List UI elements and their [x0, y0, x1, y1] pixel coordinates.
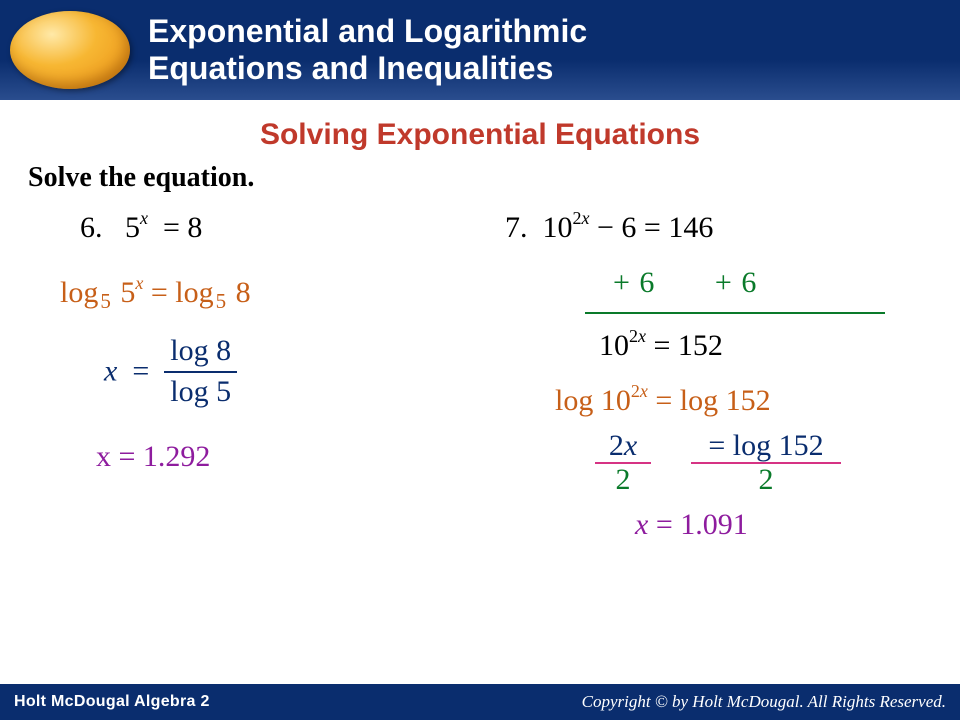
p7-s2-exp: 2x — [629, 326, 646, 346]
p7-answer: x = 1.091 — [635, 499, 920, 550]
p6-step1: log5 5x = log5 8 — [60, 267, 475, 318]
copyright-text: Copyright © by Holt McDougal. All Rights… — [582, 692, 946, 712]
work-area: 6. 5x = 8 log5 5x = log5 8 x = log 8 log… — [0, 194, 960, 554]
p6-s1-sub: 5 — [100, 289, 111, 313]
p7-divider — [585, 312, 885, 314]
p6-s2-eq: = — [132, 354, 149, 387]
p6-s1-log: log — [60, 276, 98, 309]
p7-s4-lhs: 2x — [609, 430, 637, 462]
p6-fraction: log 8 log 5 — [164, 334, 237, 409]
p6-s2-lhs: x — [104, 354, 117, 387]
p7-step4: 2x 2 = log 152 2 — [595, 430, 920, 495]
p6-step2: x = log 8 log 5 — [104, 336, 475, 411]
section-title: Solving Exponential Equations — [0, 118, 960, 152]
p6-s1-eq: = log — [151, 276, 214, 309]
p6-s1-base: 5 — [120, 276, 135, 309]
p7-s3-exp: 2x — [631, 381, 648, 401]
p6-base: 5 — [125, 211, 140, 244]
p7-exp: 2x — [573, 208, 590, 228]
p6-s1-exp: x — [135, 273, 143, 293]
problem-6: 6. 5x = 8 log5 5x = log5 8 x = log 8 log… — [60, 202, 475, 554]
p6-equation: 6. 5x = 8 — [80, 202, 475, 253]
chapter-title-line2: Equations and Inequalities — [148, 50, 587, 87]
slide-footer: Holt McDougal Algebra 2 Copyright © by H… — [0, 684, 960, 720]
instruction-text: Solve the equation. — [28, 162, 960, 194]
slide-header: Exponential and Logarithmic Equations an… — [0, 0, 960, 100]
p7-add-r: + 6 — [715, 266, 757, 299]
p7-s3-pre: log 10 — [555, 384, 631, 417]
p6-s1-sub2: 5 — [216, 289, 227, 313]
p7-s2-tail: = 152 — [646, 329, 723, 362]
problem-7: 7. 102x − 6 = 146 + 6 + 6 102x = 152 log… — [495, 202, 920, 554]
p6-answer-text: x = 1.292 — [96, 440, 210, 473]
p7-tail: − 6 = 146 — [590, 211, 714, 244]
p7-base: 10 — [543, 211, 573, 244]
p7-s4-left: 2x 2 — [595, 430, 651, 495]
p7-addline: + 6 + 6 — [613, 257, 920, 308]
chapter-title-line1: Exponential and Logarithmic — [148, 13, 587, 50]
p7-equation: 7. 102x − 6 = 146 — [505, 202, 920, 253]
p6-frac-den: log 5 — [164, 373, 237, 410]
p6-rhs: 8 — [187, 211, 202, 244]
p7-s4-div-l: 2 — [616, 464, 631, 496]
p6-answer: x = 1.292 — [96, 431, 475, 482]
chapter-title: Exponential and Logarithmic Equations an… — [148, 13, 587, 87]
publisher-text: Holt McDougal Algebra 2 — [14, 693, 210, 711]
p7-add-l: + 6 — [613, 266, 655, 299]
p6-s1-rhs: 8 — [236, 276, 251, 309]
p7-step2: 102x = 152 — [599, 320, 920, 371]
p6-frac-num: log 8 — [164, 334, 237, 373]
p6-exp: x — [140, 208, 148, 228]
p7-s4-div-r: 2 — [759, 464, 774, 496]
p6-label: 6. — [80, 211, 103, 244]
p7-s2-base: 10 — [599, 329, 629, 362]
p7-s4-right: = log 152 2 — [691, 430, 841, 495]
chapter-badge — [10, 11, 130, 89]
p7-step3: log 102x = log 152 — [555, 375, 920, 426]
p7-label: 7. — [505, 211, 528, 244]
p7-s4-rhs: = log 152 — [708, 430, 823, 462]
p7-s3-tail: = log 152 — [648, 384, 771, 417]
